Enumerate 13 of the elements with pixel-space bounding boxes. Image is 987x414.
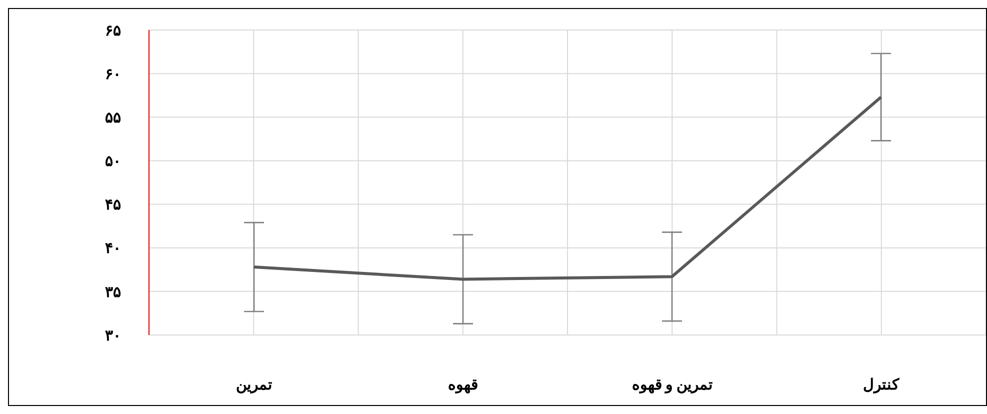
y-tick-label: ۶۰ — [105, 66, 121, 83]
y-tick-label: ۵۰ — [105, 154, 121, 170]
y-tick-label: ۴۵ — [105, 198, 121, 214]
y-tick-label: ۳۰ — [105, 328, 121, 344]
y-tick-label: ۶۵ — [105, 23, 121, 40]
x-tick-label: تمرین و قهوه — [632, 378, 712, 394]
x-tick-label: کنترل — [863, 378, 900, 394]
y-tick-label: ۴۰ — [105, 241, 121, 258]
y-tick-label: ۳۵ — [105, 284, 121, 301]
x-tick-label: تمرین — [236, 378, 272, 394]
y-tick-label: ۵۵ — [105, 110, 121, 126]
line-series — [252, 96, 882, 281]
x-tick-label: قهوه — [448, 378, 478, 394]
